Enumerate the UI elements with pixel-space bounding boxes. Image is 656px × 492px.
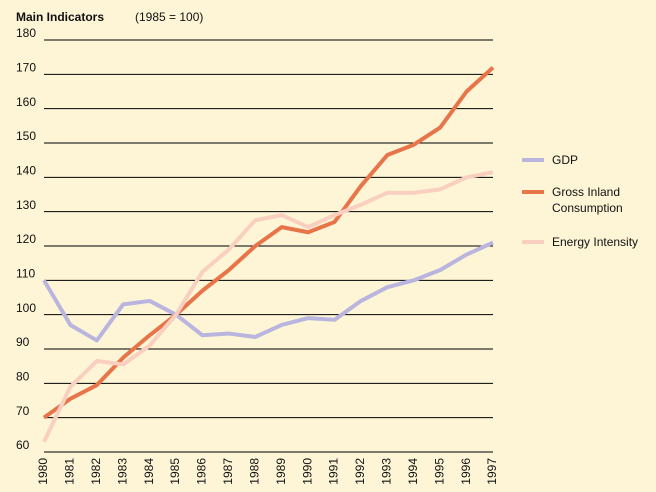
y-tick-label: 180 (16, 26, 36, 40)
x-tick-label: 1993 (380, 458, 394, 485)
x-tick-label: 1991 (327, 458, 341, 485)
y-tick-label: 160 (16, 95, 36, 109)
y-tick-label: 120 (16, 232, 36, 246)
y-tick-label: 90 (16, 335, 30, 349)
y-tick-label: 60 (16, 438, 30, 452)
legend-label: Energy Intensity (552, 235, 639, 249)
legend-label: Gross Inland Consumption (552, 185, 623, 215)
x-tick-label: 1995 (432, 458, 446, 485)
y-tick-label: 100 (16, 301, 36, 315)
legend-swatch (522, 158, 544, 162)
y-tick-label: 110 (16, 267, 35, 281)
x-tick-label: 1996 (459, 458, 473, 485)
x-tick-label: 1989 (274, 458, 288, 485)
x-tick-label: 1983 (115, 458, 129, 485)
x-tick-label: 1981 (63, 458, 77, 485)
y-tick-label: 150 (16, 129, 36, 143)
x-tick-label: 1987 (221, 458, 235, 485)
y-tick-label: 140 (16, 164, 36, 178)
y-tick-label: 70 (16, 404, 30, 418)
y-tick-label: 80 (16, 370, 30, 384)
legend-label: GDP (552, 153, 579, 167)
x-tick-label: 1992 (353, 458, 367, 485)
x-tick-label: 1997 (485, 458, 499, 485)
x-tick-label: 1986 (195, 458, 209, 485)
y-tick-label: 130 (16, 198, 36, 212)
line (42, 170, 494, 443)
chart-subtitle: (1985 = 100) (135, 10, 203, 24)
x-tick-label: 1994 (406, 458, 420, 485)
legend-swatch (522, 190, 544, 194)
chart-title: Main Indicators (16, 10, 104, 24)
x-tick-label: 1985 (168, 458, 182, 485)
line (42, 240, 494, 343)
x-tick-label: 1984 (142, 458, 156, 485)
y-tick-label: 170 (16, 61, 36, 75)
x-tick-label: 1982 (89, 458, 103, 485)
x-tick-label: 1988 (247, 458, 261, 485)
x-tick-label: 1980 (36, 458, 50, 485)
legend-swatch (522, 240, 544, 244)
x-tick-label: 1990 (300, 458, 314, 485)
line (42, 65, 495, 420)
